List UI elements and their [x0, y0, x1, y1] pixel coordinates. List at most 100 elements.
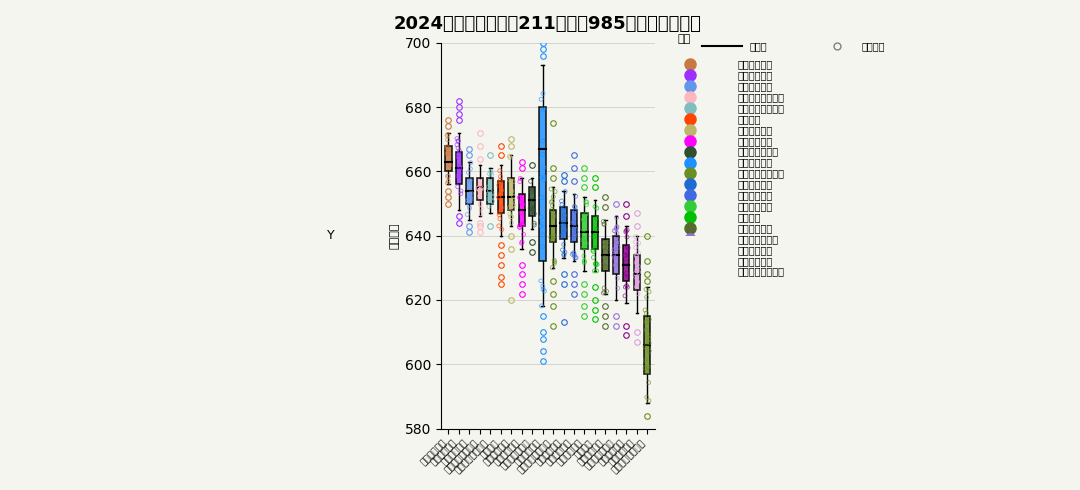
- Point: [556, 188, 573, 196]
- Point: [536, 163, 553, 171]
- Point: [501, 176, 518, 184]
- Bar: [561, 207, 567, 239]
- Point: [598, 245, 616, 252]
- Point: [450, 147, 468, 154]
- Point: [618, 282, 635, 290]
- Bar: [498, 181, 504, 213]
- Point: [598, 287, 616, 295]
- Point: [546, 232, 564, 240]
- Point: [501, 204, 518, 212]
- Point: [542, 185, 559, 193]
- Point: [535, 150, 552, 158]
- Point: [589, 261, 606, 269]
- Point: [618, 228, 635, 236]
- Point: [640, 397, 658, 405]
- Point: [578, 197, 595, 205]
- Point: [640, 288, 658, 295]
- Point: [449, 144, 467, 152]
- Point: [535, 220, 552, 228]
- Point: [597, 263, 615, 270]
- Point: [554, 220, 571, 228]
- Point: [595, 243, 612, 251]
- Point: [504, 201, 522, 209]
- Point: [576, 226, 593, 234]
- Point: [438, 179, 456, 187]
- Bar: [634, 255, 640, 291]
- Point: [585, 267, 603, 275]
- Point: [564, 235, 581, 243]
- Point: [491, 176, 509, 184]
- Point: [606, 246, 623, 254]
- Point: [438, 136, 456, 144]
- Point: [636, 306, 653, 314]
- Point: [627, 233, 645, 241]
- Point: [449, 183, 467, 191]
- Bar: [603, 239, 608, 271]
- Point: [514, 200, 531, 208]
- Point: [545, 256, 563, 264]
- Point: [461, 177, 478, 185]
- Point: [595, 220, 612, 228]
- Point: [514, 220, 531, 228]
- Point: [471, 187, 488, 195]
- Point: [595, 220, 612, 228]
- Point: [627, 283, 645, 291]
- Point: [638, 393, 656, 401]
- Point: [514, 221, 531, 229]
- Text: 西南财经大学: 西南财经大学: [738, 201, 773, 211]
- Text: 西安电子科技大学: 西安电子科技大学: [738, 92, 784, 102]
- Point: [630, 269, 647, 276]
- Point: [630, 249, 647, 257]
- Point: [523, 188, 540, 196]
- Point: [461, 193, 478, 201]
- Point: [556, 212, 573, 220]
- Text: 上海财经大学: 上海财经大学: [738, 70, 773, 80]
- Point: [567, 228, 584, 236]
- Point: [605, 251, 622, 259]
- Point: [484, 197, 501, 205]
- Point: [607, 261, 624, 269]
- Point: [618, 270, 635, 277]
- Point: [473, 184, 490, 192]
- Point: [565, 250, 582, 258]
- Point: [606, 227, 623, 235]
- Text: 北京邮电大学: 北京邮电大学: [738, 59, 773, 70]
- Point: [438, 143, 456, 150]
- Point: [637, 309, 654, 317]
- Point: [526, 219, 543, 227]
- Point: [566, 223, 583, 231]
- Point: [585, 233, 603, 241]
- Point: [526, 210, 543, 218]
- Point: [584, 253, 602, 261]
- Point: [491, 167, 509, 174]
- Point: [504, 193, 522, 200]
- Point: [588, 267, 605, 275]
- Bar: [612, 236, 619, 274]
- Point: [441, 149, 458, 157]
- Point: [609, 274, 626, 282]
- Point: [482, 168, 499, 175]
- Point: [596, 247, 613, 255]
- Point: [608, 239, 625, 246]
- Point: [484, 189, 501, 197]
- Point: [491, 178, 509, 186]
- Point: [448, 135, 465, 143]
- Point: [511, 221, 528, 229]
- Point: [525, 205, 542, 213]
- Point: [637, 326, 654, 334]
- Point: [576, 252, 593, 260]
- Point: [523, 205, 540, 213]
- Point: [555, 228, 572, 236]
- Point: [555, 241, 572, 248]
- Point: [480, 190, 497, 197]
- Point: [490, 181, 508, 189]
- Point: [586, 245, 604, 252]
- Point: [564, 250, 581, 258]
- Point: [523, 185, 540, 193]
- Point: [619, 250, 636, 258]
- Point: [532, 96, 550, 103]
- Point: [584, 246, 602, 254]
- Point: [588, 259, 605, 267]
- Point: [543, 206, 561, 214]
- Point: [494, 186, 511, 194]
